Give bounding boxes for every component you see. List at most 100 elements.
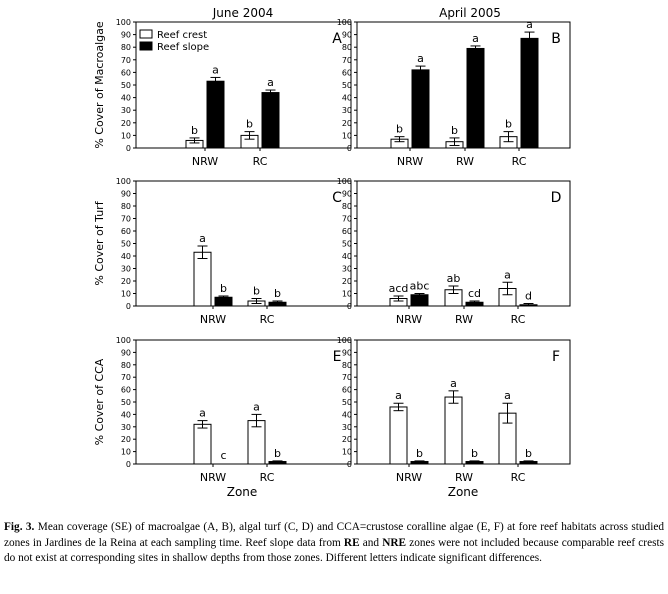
panel-b-ytick-label: 70 — [342, 56, 352, 65]
panel-c-significance-letter: a — [199, 232, 206, 245]
panel-f-ytick-label: 50 — [342, 398, 352, 407]
panel-e-ytick-label: 40 — [121, 410, 131, 419]
panel-e-ytick-label: 80 — [121, 361, 131, 370]
panel-f-significance-letter: a — [504, 389, 511, 402]
panel-e-ytick-label: 10 — [121, 448, 131, 457]
panel-e-ytick-label: 20 — [121, 435, 131, 444]
panel-e-category-label: NRW — [200, 471, 226, 484]
panel-a-ytick-label: 0 — [126, 144, 131, 153]
panel-b-significance-letter: a — [526, 18, 533, 31]
panel-a-ytick-label: 60 — [121, 68, 131, 77]
panel-c-frame — [135, 180, 352, 307]
panel-a-ytick-label: 30 — [121, 106, 131, 115]
panel-d-ytick-label: 50 — [342, 240, 352, 249]
panel-d-significance-letter: abc — [410, 280, 430, 293]
panel-b-ytick-label: 80 — [342, 43, 352, 52]
panel-d-ytick-label: 80 — [342, 202, 352, 211]
panel-f-ytick-label: 100 — [337, 336, 352, 345]
panel-a-significance-letter: b — [191, 124, 198, 137]
panel-f-significance-letter: a — [395, 389, 402, 402]
panel-e-significance-letter: a — [199, 407, 206, 420]
panel-a-bar-slope — [206, 80, 225, 149]
legend-label-slope: Reef slope — [157, 42, 209, 53]
panel-d-ytick-label: 60 — [342, 227, 352, 236]
panel-f-significance-letter: b — [416, 447, 423, 460]
panel-a-bar-slope — [261, 92, 280, 149]
panel-b-ytick-label: 0 — [347, 144, 352, 153]
panel-c-ylabel: % Cover of Turf — [93, 200, 106, 285]
panel-c-ytick-label: 30 — [121, 265, 131, 274]
panel-f-ytick-label: 60 — [342, 386, 352, 395]
panel-a-ytick-label: 80 — [121, 43, 131, 52]
panel-e-category-label: RC — [260, 471, 275, 484]
panel-d-ytick-label: 20 — [342, 277, 352, 286]
panel-f-ytick-label: 0 — [347, 460, 352, 469]
panel-a-ytick-label: 90 — [121, 31, 131, 40]
panel-f-letter: F — [552, 349, 560, 365]
panel-d-ytick-label: 70 — [342, 215, 352, 224]
legend-swatch-crest — [139, 29, 153, 39]
panel-d-category-label: NRW — [396, 313, 422, 326]
panel-b-significance-letter: a — [417, 52, 424, 65]
panel-e-ytick-label: 0 — [126, 460, 131, 469]
panel-e-significance-letter: a — [253, 400, 260, 413]
panel-e-letter: E — [333, 349, 342, 365]
panel-e-ytick-label: 100 — [116, 336, 131, 345]
panel-e-ytick-label: 90 — [121, 348, 131, 357]
panel-c-ytick-label: 90 — [121, 190, 131, 199]
figure-caption: Fig. 3. Mean coverage (SE) of macroalgae… — [4, 520, 664, 567]
panel-a-ytick-label: 70 — [121, 56, 131, 65]
panel-c-significance-letter: b — [274, 287, 281, 300]
caption-bold-re: RE — [343, 536, 360, 549]
panel-e-significance-letter: b — [274, 447, 281, 460]
panel-d-ytick-label: 30 — [342, 265, 352, 274]
column-title-june-2004: June 2004 — [212, 6, 274, 20]
panel-e-ytick-label: 30 — [121, 423, 131, 432]
panel-d-significance-letter: a — [504, 268, 511, 281]
caption-text-2: and — [359, 536, 383, 549]
x-axis-label-right: Zone — [448, 485, 479, 499]
panel-b-bar-slope — [411, 69, 430, 149]
panel-d-ytick-label: 100 — [337, 177, 352, 186]
panel-c-significance-letter: b — [253, 285, 260, 298]
panel-b-ytick-label: 100 — [337, 18, 352, 27]
column-title-april-2005: April 2005 — [439, 6, 501, 20]
panel-f-significance-letter: b — [471, 447, 478, 460]
panel-a-ytick-label: 20 — [121, 119, 131, 128]
panel-b-ytick-label: 10 — [342, 131, 352, 140]
panel-c-ytick-label: 60 — [121, 227, 131, 236]
caption-bold-nre: NRE — [382, 536, 407, 549]
panel-d-significance-letter: ab — [447, 272, 461, 285]
panel-c-ytick-label: 10 — [121, 290, 131, 299]
panel-d-significance-letter: d — [525, 290, 532, 303]
panel-b-significance-letter: b — [451, 124, 458, 137]
panel-a-ytick-label: 40 — [121, 94, 131, 103]
panel-d-significance-letter: cd — [468, 287, 481, 300]
panel-e-significance-letter: c — [220, 449, 226, 462]
panel-b-significance-letter: a — [472, 32, 479, 45]
panel-a-ytick-label: 50 — [121, 81, 131, 90]
panel-a-ytick-label: 100 — [116, 18, 131, 27]
panel-c-ytick-label: 0 — [126, 302, 131, 311]
caption-text-1: Mean coverage (SE) of macroalgae (A, B),… — [4, 521, 664, 549]
panel-f-category-label: RC — [511, 471, 526, 484]
panel-b-bar-slope — [466, 47, 485, 149]
panel-d-significance-letter: acd — [389, 282, 409, 295]
panel-e-ytick-label: 70 — [121, 373, 131, 382]
panel-c-category-label: NRW — [200, 313, 226, 326]
panel-f-ytick-label: 40 — [342, 410, 352, 419]
panel-f-category-label: NRW — [396, 471, 422, 484]
panel-b-significance-letter: b — [396, 123, 403, 136]
panel-d-ytick-label: 90 — [342, 190, 352, 199]
panel-e-ylabel: % Cover of CCA — [93, 358, 106, 445]
panel-f-bar-crest — [444, 396, 463, 465]
panel-c-ytick-label: 50 — [121, 240, 131, 249]
panel-b-ytick-label: 30 — [342, 106, 352, 115]
panel-a-category-label: RC — [253, 155, 268, 168]
panel-f-ytick-label: 90 — [342, 348, 352, 357]
panel-e-ytick-label: 60 — [121, 386, 131, 395]
panel-e-frame — [135, 339, 352, 465]
panel-d-ytick-label: 0 — [347, 302, 352, 311]
panel-d-letter: D — [551, 190, 562, 206]
panel-c-category-label: RC — [260, 313, 275, 326]
